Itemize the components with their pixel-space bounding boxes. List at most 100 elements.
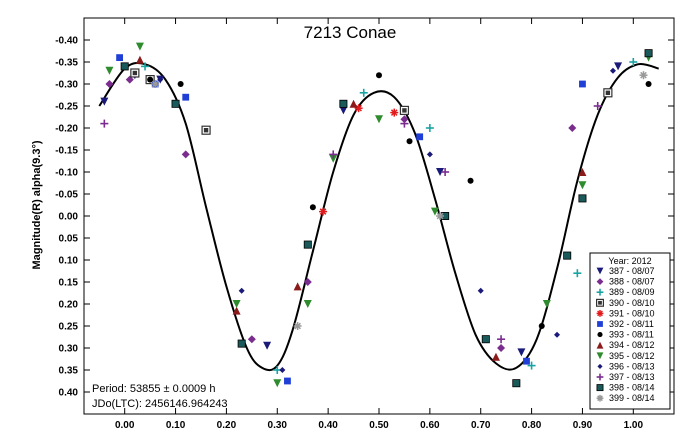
data-point-s2-p0: [141, 62, 150, 71]
data-point-s11-p10: [644, 49, 653, 58]
y-tick-label: 0.40: [59, 388, 79, 399]
y-tick-label: 0.30: [59, 344, 79, 355]
data-point-s10-p3: [441, 168, 450, 176]
data-point-s2-p4: [527, 361, 536, 370]
data-point-s6-p0: [147, 76, 154, 83]
legend-entry-label: 390 - 08/10: [609, 298, 655, 308]
data-point-s11-p4: [339, 99, 348, 108]
data-point-s5-p4: [416, 133, 424, 141]
legend-marker-5: [597, 321, 603, 327]
data-point-s0-p7: [614, 62, 623, 71]
data-point-s8-p1: [135, 42, 144, 51]
data-point-s11-p0: [120, 62, 129, 71]
data-point-s8-p3: [273, 379, 282, 388]
data-point-s2-p3: [425, 124, 434, 132]
data-point-s5-p3: [284, 377, 291, 385]
data-point-s0-p3: [263, 341, 272, 350]
legend-entry-label: 394 - 08/12: [609, 340, 655, 350]
data-point-s7-p3: [349, 99, 358, 108]
legend-marker-2: [596, 288, 604, 296]
data-point-s8-p6: [375, 115, 383, 124]
legend-title: Year: 2012: [608, 256, 651, 266]
data-point-s8-p4: [303, 300, 312, 308]
data-point-s10-p4: [497, 335, 506, 344]
axes: 0.00 0.10 0.20 0.30 0.40 0.50 0.60 0.70 0.80 0.90…: [55, 18, 674, 431]
legend-box: [589, 252, 671, 410]
data-point-s6-p6: [538, 323, 545, 329]
data-point-s7-p5: [578, 168, 587, 176]
data-point-s8-p2: [232, 300, 241, 308]
data-point-s11-p1: [171, 99, 180, 108]
data-point-s0-p5: [436, 168, 445, 176]
x-tick-label: 1.00: [624, 420, 644, 431]
data-point-s11-p8: [563, 251, 572, 260]
plot-frame: [83, 17, 675, 415]
data-point-s6-p5: [467, 177, 474, 184]
data-point-s6-p4: [406, 138, 413, 145]
data-point-s10-p0: [100, 119, 109, 128]
data-point-s2-p6: [629, 58, 638, 66]
data-point-s2-p2: [359, 88, 368, 97]
data-point-s9-p1: [238, 287, 245, 294]
data-point-s11-p6: [481, 335, 490, 344]
legend-entry-label: 391 - 08/10: [609, 308, 655, 318]
legend-entry-label: 388 - 08/07: [609, 277, 655, 287]
x-tick-label: 0.10: [166, 420, 186, 431]
legend-marker-8: [596, 352, 604, 360]
x-tick-label: 0.50: [369, 420, 389, 431]
y-tick-label: 0.10: [59, 256, 79, 267]
data-point-s8-p8: [542, 300, 551, 308]
y-axis-label: Magnitude(R) alpha(9.3°): [31, 140, 43, 269]
data-point-s5-p6: [579, 80, 586, 88]
y-tick-label: 0.35: [59, 366, 79, 377]
y-tick-label: -0.40: [55, 36, 78, 47]
data-point-s10-p2: [400, 119, 409, 128]
x-tick-label: 0.80: [522, 420, 542, 431]
data-point-s11-p9: [578, 194, 587, 203]
data-point-s1-p6: [497, 344, 506, 352]
data-point-s12-p0: [151, 80, 160, 88]
data-point-s3-p2: [201, 125, 211, 135]
legend-marker-1: [596, 278, 604, 285]
legend-marker-7: [596, 341, 604, 349]
data-point-s7-p0: [135, 55, 144, 64]
data-point-s12-p1: [293, 322, 302, 330]
data-point-s5-p2: [182, 93, 190, 101]
legend-entry-label: 392 - 08/11: [609, 319, 654, 329]
x-tick-label: 0.60: [420, 420, 440, 431]
y-tick-label: -0.10: [55, 168, 78, 179]
data-point-s12-p3: [639, 71, 648, 80]
data-point-s8-p0: [105, 66, 114, 75]
x-tick-label: 0.30: [268, 420, 288, 431]
legend-entry-label: 389 - 08/09: [609, 287, 655, 297]
y-tick-label: 0.20: [59, 300, 79, 311]
data-point-s3-p3: [399, 105, 410, 116]
data-point-s0-p4: [339, 106, 348, 115]
data-point-s8-p7: [430, 207, 439, 216]
legend-entry-label: 396 - 08/13: [609, 361, 655, 371]
y-tick-label: -0.05: [55, 190, 78, 201]
legend-marker-4: [596, 310, 604, 317]
legend-marker-11: [596, 384, 604, 392]
legend-marker-9: [597, 363, 603, 369]
y-tick-label: -0.15: [55, 146, 78, 157]
data-point-s1-p5: [400, 115, 409, 124]
y-tick-label: 0.00: [59, 212, 79, 223]
legend-entry-label: 393 - 08/11: [609, 330, 654, 340]
data-point-s5-p5: [523, 357, 530, 365]
data-point-s6-p2: [309, 204, 316, 211]
data-point-s9-p6: [609, 67, 616, 74]
y-tick-label: -0.20: [55, 124, 78, 135]
legend-entry-label: 387 - 08/07: [609, 266, 655, 276]
period-annotation: Period: 53855 ± 0.0009 h: [92, 383, 215, 395]
data-point-s8-p9: [578, 181, 587, 190]
fit-curve-layer: [98, 61, 659, 372]
legend-entry-label: 395 - 08/12: [609, 351, 655, 361]
data-point-s9-p0: [157, 76, 164, 83]
data-point-s7-p2: [293, 282, 302, 291]
x-tick-label: 0.20: [217, 420, 237, 431]
x-tick-label: 0.70: [471, 420, 491, 431]
legend-marker-6: [597, 332, 603, 338]
